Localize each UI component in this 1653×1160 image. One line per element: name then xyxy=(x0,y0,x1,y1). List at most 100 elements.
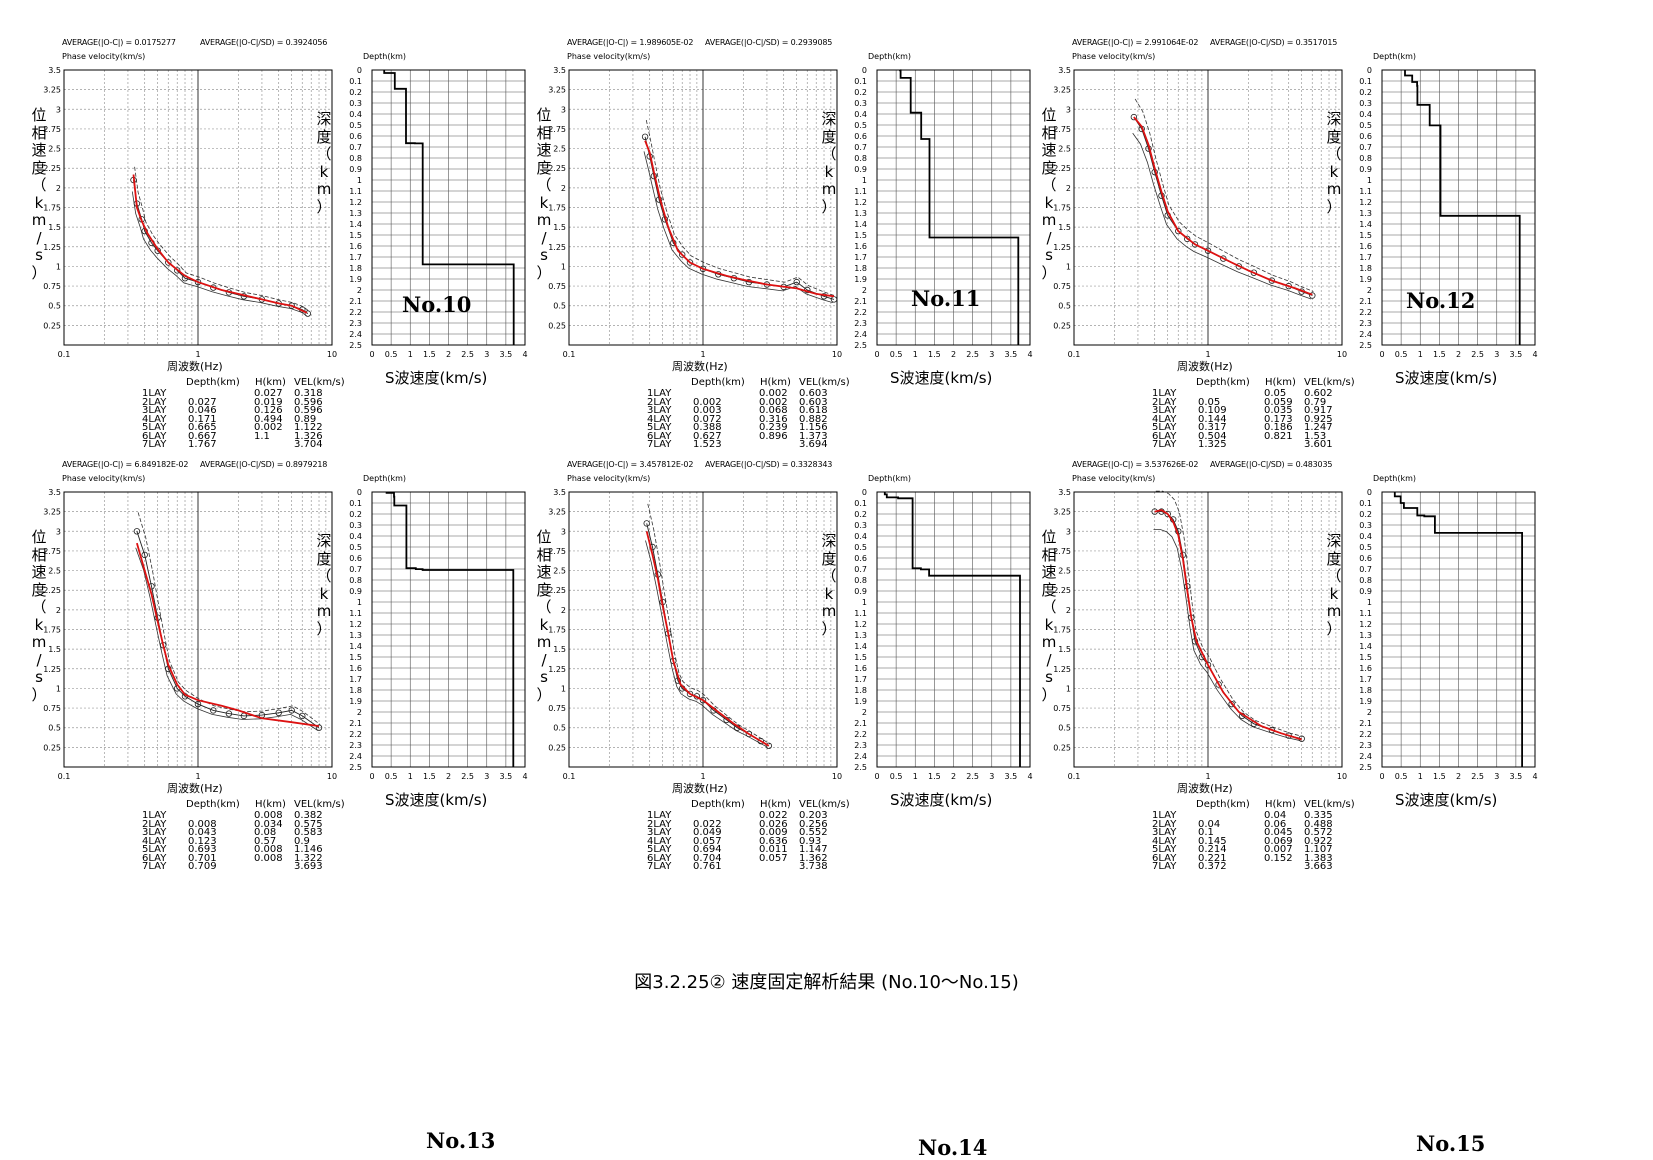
table-cell: 0.925 xyxy=(1304,413,1333,425)
table-cell: 0.068 xyxy=(759,405,788,416)
depth-tick-label: 0.1 xyxy=(854,499,867,508)
frequency-axis-label: 周波数(Hz) xyxy=(672,360,728,373)
x-tick-label: 0.1 xyxy=(1068,350,1081,359)
table-cell: 0.069 xyxy=(1264,835,1293,847)
depth-tick-label: 1 xyxy=(1367,176,1372,185)
depth-vertical-label: 深度（k m） xyxy=(1326,110,1342,216)
depth-vertical-label: 深度（k m） xyxy=(316,110,332,216)
depth-tick-label: 1.2 xyxy=(854,198,867,207)
site-panel: AVERAGE(|O-C|) = 0.0175277 AVERAGE(|O-C|/… xyxy=(0,0,527,450)
table-cell: 1.383 xyxy=(1304,852,1333,864)
depth-tick-label: 0.6 xyxy=(854,132,867,141)
depth-tick-label: 1.9 xyxy=(854,697,867,706)
vs-tick-label: 1 xyxy=(1418,772,1423,781)
vs-tick-label: 2.5 xyxy=(461,350,474,359)
observed-point xyxy=(686,259,694,266)
depth-axis-title: Depth(km) xyxy=(363,474,407,483)
depth-tick-label: 1 xyxy=(862,176,867,185)
depth-tick-label: 1.9 xyxy=(349,697,362,706)
depth-axis-title: Depth(km) xyxy=(868,474,912,483)
table-cell: 0.618 xyxy=(799,405,828,416)
vs-tick-label: 1.5 xyxy=(928,772,941,781)
layer-name: 7LAY xyxy=(142,439,167,450)
table-cell: 0.57 xyxy=(254,835,277,847)
site-number-label: No.11 xyxy=(911,286,981,311)
layer-name: 3LAY xyxy=(1152,405,1177,416)
depth-tick-label: 2 xyxy=(357,286,362,295)
y-tick-label: 3 xyxy=(1066,105,1071,114)
table-cell: 0.008 xyxy=(188,818,217,830)
y-tick-label: 0.25 xyxy=(43,743,61,752)
table-cell: 3.601 xyxy=(1304,439,1333,450)
table-header-depth: Depth(km) xyxy=(691,799,745,810)
vs-profile-line xyxy=(1393,492,1523,767)
table-cell: 0.027 xyxy=(254,388,283,399)
y-tick-label: 2.75 xyxy=(43,125,61,134)
y-tick-label: 2.5 xyxy=(1058,145,1071,154)
vs-tick-label: 1.5 xyxy=(1433,350,1446,359)
y-tick-label: 3.5 xyxy=(553,66,566,75)
layer-name: 6LAY xyxy=(647,430,672,442)
observed-point xyxy=(745,730,753,738)
y-tick-label: 2.75 xyxy=(548,547,566,556)
table-header-h: H(km) xyxy=(255,377,286,388)
y-tick-label: 1.25 xyxy=(548,665,566,674)
observed-point xyxy=(1204,247,1212,254)
table-cell: 0.922 xyxy=(1304,835,1333,847)
depth-axis-title: Depth(km) xyxy=(1373,474,1417,483)
depth-tick-label: 2.4 xyxy=(349,752,362,761)
depth-tick-label: 1.9 xyxy=(854,275,867,284)
table-cell: 0.173 xyxy=(1264,413,1293,425)
phase-velocity-axis-title: Phase velocity(km/s) xyxy=(62,474,146,483)
observed-lower-bound xyxy=(135,547,319,731)
table-cell: 0.602 xyxy=(1304,388,1333,399)
vs-profile-plot: 0 0.1 0.2 0.3 0.4 0.5 0.6 0.7 0.8 0.9 1 1.1 1.2 1.3 1.… xyxy=(349,66,527,359)
panel-svg: 3.53.2532.752.52.2521.751.51.2510.750.50… xyxy=(43,488,527,781)
layer-table: Depth(km) H(km) VEL(km/s) 1LAY 0.027 0.318 2LA… xyxy=(142,377,345,450)
table-cell: 0.072 xyxy=(693,413,722,425)
depth-tick-label: 0.4 xyxy=(854,110,867,119)
table-cell: 0.171 xyxy=(188,413,217,425)
table-cell: 0.665 xyxy=(188,422,217,433)
vs-tick-label: 3 xyxy=(989,772,994,781)
x-tick-label: 0.1 xyxy=(563,772,576,781)
average-normalized-residual: AVERAGE(|O-C|/SD) = 0.2939085 xyxy=(705,38,833,47)
table-cell: 0.08 xyxy=(254,827,277,838)
panel-svg: 3.53.2532.752.52.2521.751.51.2510.750.50… xyxy=(1053,488,1537,781)
table-cell: 0.057 xyxy=(759,852,788,864)
observed-upper-bound xyxy=(137,512,321,725)
depth-tick-label: 2.1 xyxy=(1359,297,1372,306)
y-tick-label: 2 xyxy=(56,184,61,193)
depth-tick-label: 2 xyxy=(862,286,867,295)
observed-point xyxy=(699,697,707,704)
depth-tick-label: 2.4 xyxy=(349,330,362,339)
table-cell: 0.011 xyxy=(759,844,788,855)
dispersion-plot: 3.5 3.25 3 2.75 2.5 2.25 2 1.75 1.5 1.25 1 0.75 0.5 0… xyxy=(43,488,337,781)
table-cell: 1.53 xyxy=(1304,430,1327,442)
depth-tick-label: 1.6 xyxy=(349,664,362,673)
table-cell: 1.1 xyxy=(254,430,270,442)
depth-tick-label: 2.1 xyxy=(854,719,867,728)
table-cell: 0.05 xyxy=(1198,396,1221,408)
depth-tick-label: 1 xyxy=(357,176,362,185)
vs-tick-label: 4 xyxy=(1532,772,1537,781)
y-tick-label: 0.5 xyxy=(1058,724,1071,733)
depth-tick-label: 2.4 xyxy=(1359,752,1372,761)
depth-tick-label: 1.6 xyxy=(349,242,362,251)
observed-lower-bound xyxy=(645,540,768,748)
site-number-label: No.13 xyxy=(426,1128,496,1153)
y-tick-label: 2.75 xyxy=(1053,547,1071,556)
depth-tick-label: 0.3 xyxy=(1359,99,1372,108)
vs-profile-line xyxy=(1404,70,1521,345)
vs-tick-label: 0 xyxy=(369,772,374,781)
depth-tick-label: 2.4 xyxy=(1359,330,1372,339)
table-header-vel: VEL(km/s) xyxy=(1304,799,1355,810)
table-cell: 0.221 xyxy=(1198,852,1227,864)
plot-frame xyxy=(876,69,1031,346)
table-cell: 0.667 xyxy=(188,430,217,442)
table-cell: 0.002 xyxy=(759,396,788,408)
vs-tick-label: 3.5 xyxy=(500,772,513,781)
table-cell: 1.147 xyxy=(799,844,828,855)
table-cell: 0.382 xyxy=(294,810,323,821)
depth-tick-label: 0.9 xyxy=(1359,165,1372,174)
